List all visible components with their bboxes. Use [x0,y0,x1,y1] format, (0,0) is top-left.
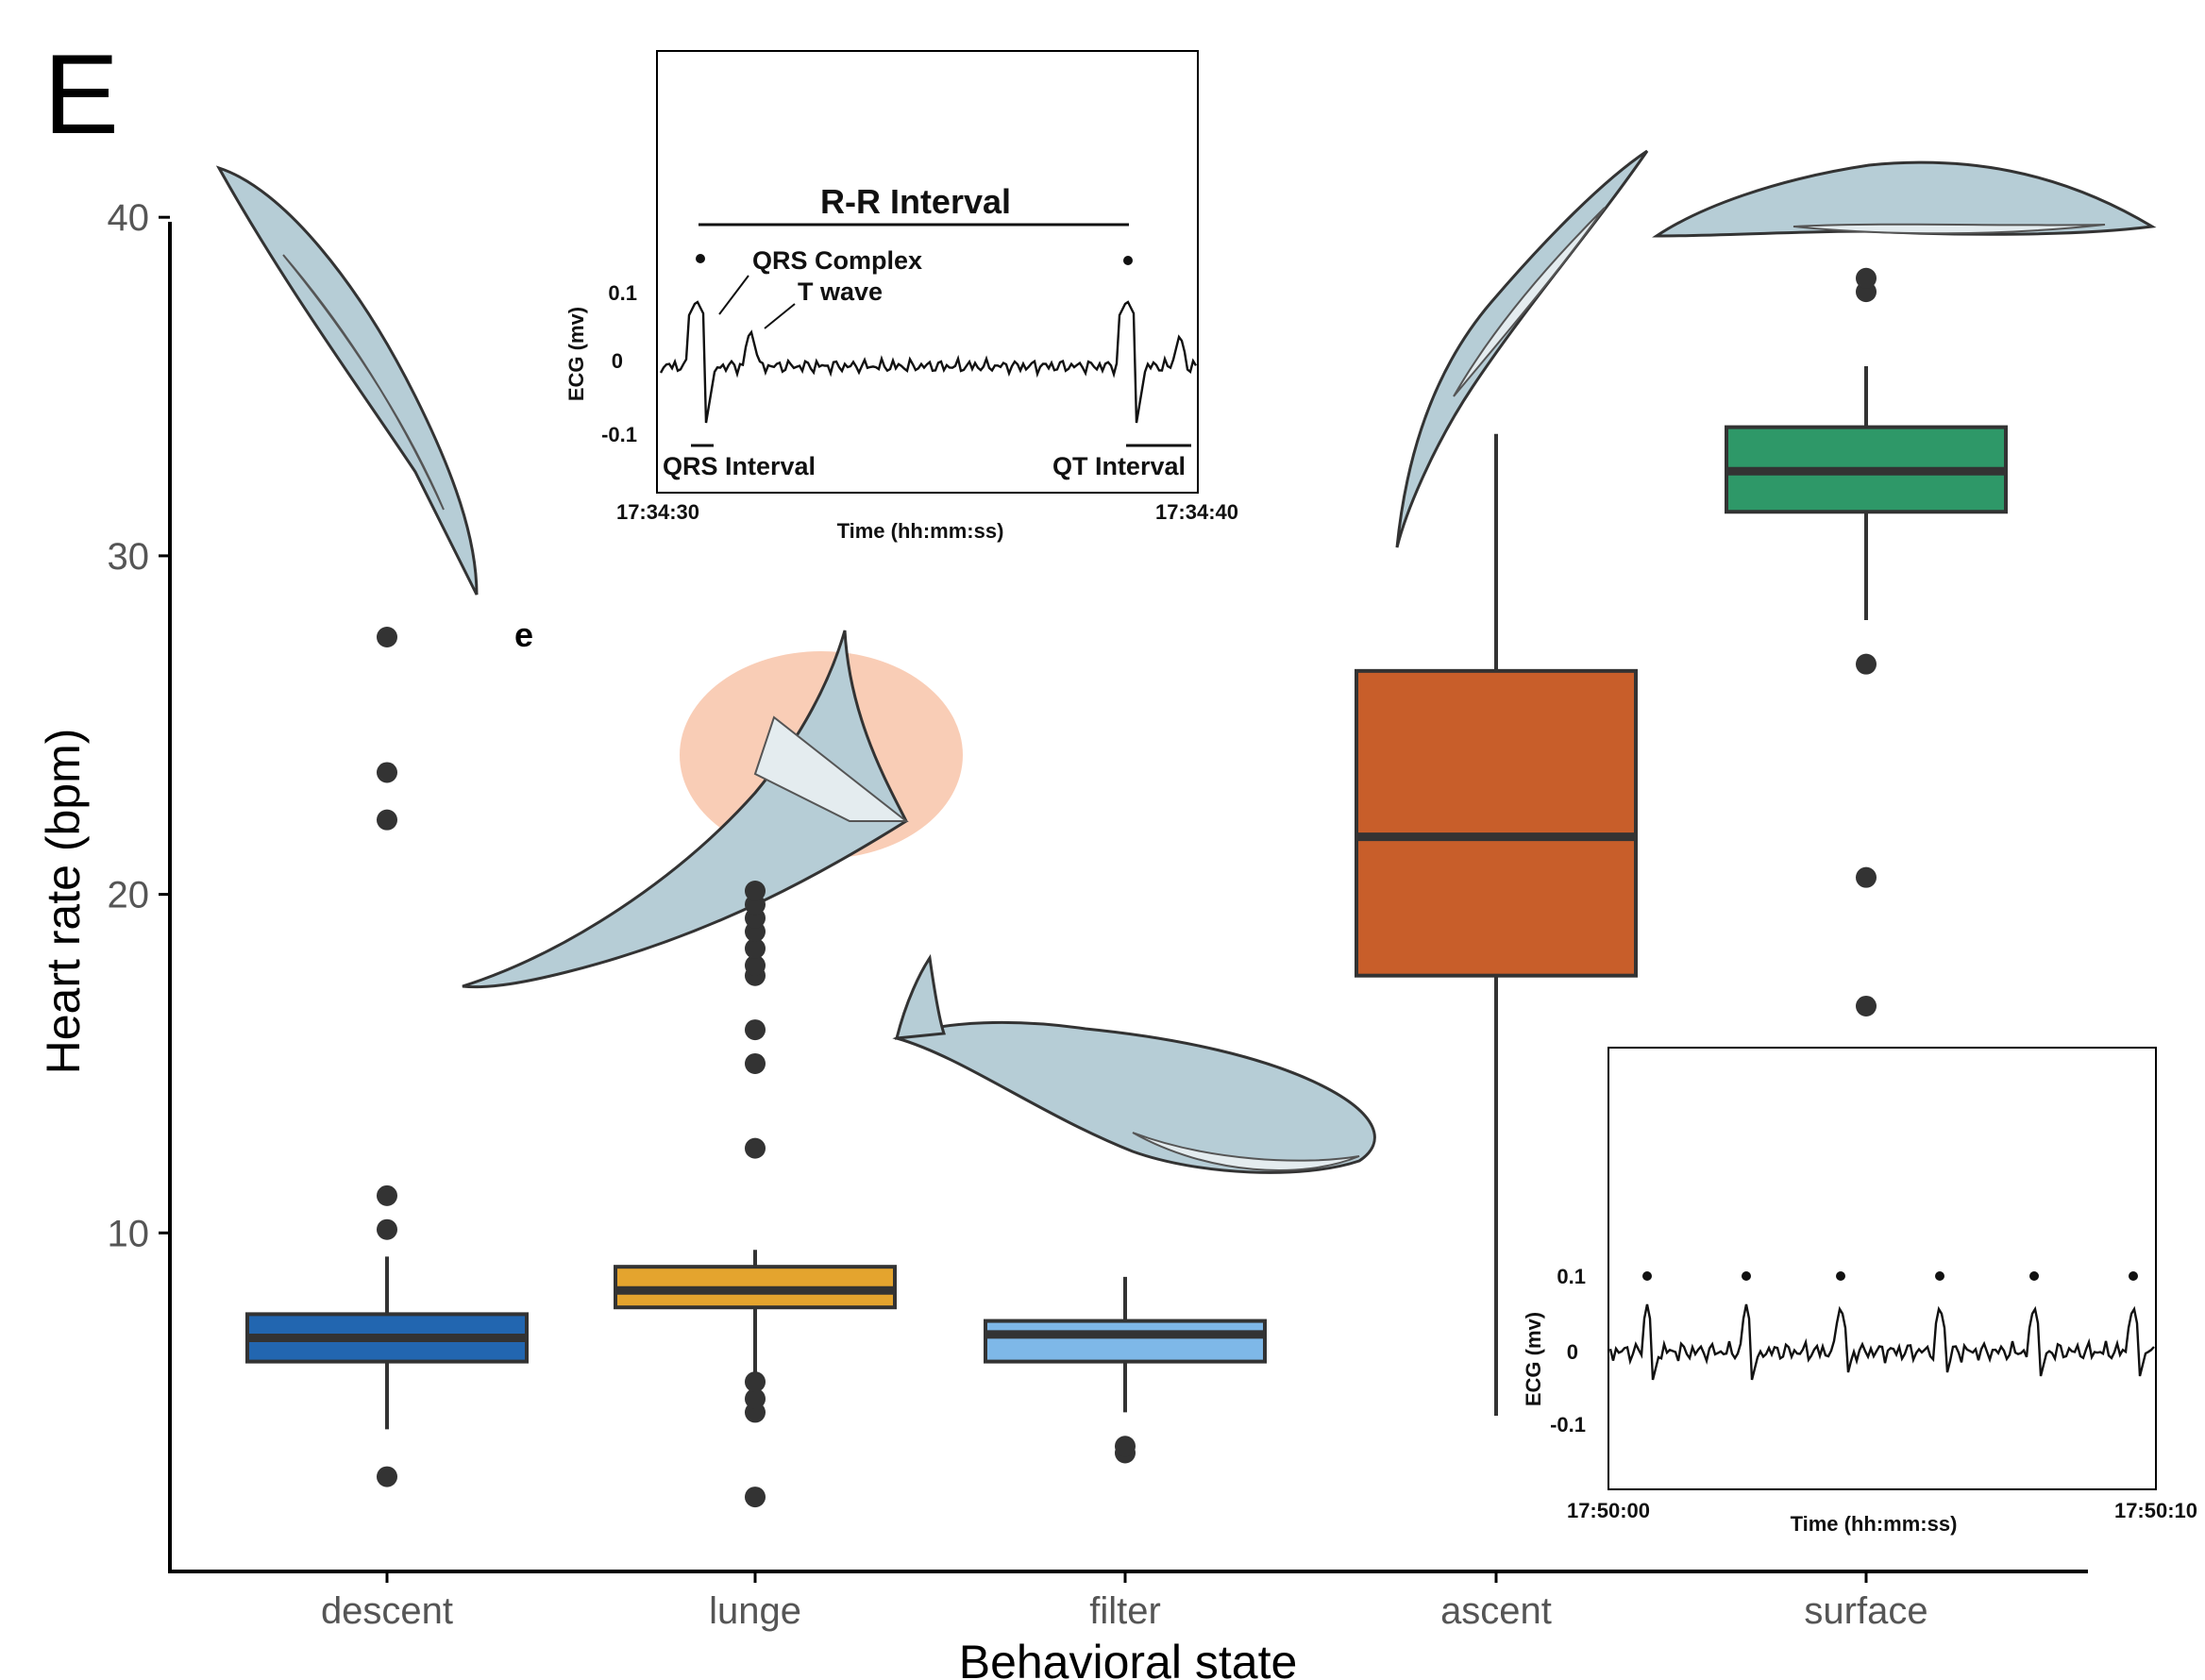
qrs-complex-label: QRS Complex [752,246,922,275]
outlier-point [745,937,766,959]
r-peak-marker [2129,1271,2138,1281]
panel-label: E [43,31,120,158]
outlier-point [745,1019,766,1041]
y-tick-label: 40 [108,197,150,239]
outlier-point [745,954,766,976]
ecg-bottom-ytick: 0 [1567,1340,1578,1364]
ecg-inset-top-frame [656,50,1199,494]
surface-whale-illustration [1652,160,2157,238]
outlier-point [745,1487,766,1508]
y-tick-label: 10 [108,1213,150,1254]
r-peak-marker [696,254,705,263]
ecg-bottom-ylabel: ECG (mv) [1522,1312,1545,1406]
box-ascent [1355,433,1638,1416]
y-tick-label: 30 [108,536,150,578]
ecg-trace-bottom [1608,1303,2155,1381]
outlier-point [1856,653,1877,675]
t-wave-arrow [764,303,796,329]
r-peak-marker [1935,1271,1944,1281]
descent-whale-illustration [215,165,479,596]
ecg-bottom-xlabel: Time (hh:mm:ss) [1791,1512,1958,1536]
box-lunge [614,881,897,1508]
ecg-bottom-ytick: 0.1 [1557,1265,1586,1288]
ecg-bottom-ytick: -0.1 [1550,1413,1586,1436]
outlier-point [745,1052,766,1074]
ecg-top-ytick: 0 [612,349,623,373]
ecg-top-ytick: 0.1 [608,281,637,305]
x-tick-label: descent [321,1590,453,1632]
qrs-arrow [718,275,749,315]
t-wave-label: T wave [798,277,883,306]
qrs-interval-label: QRS Interval [663,452,816,480]
ecg-bottom-x-end: 17:50:10 [2114,1499,2197,1522]
y-tick-label: 20 [108,875,150,916]
ecg-trace-top [659,300,1198,424]
ecg-inset-top: R-R Interval QRS Complex T wave QRS Inte… [564,50,1238,543]
x-tick-label: ascent [1440,1590,1552,1632]
outlier-point [745,1137,766,1159]
ecg-top-x-start: 17:34:30 [616,500,699,524]
ecg-inset-bottom: 0.1 0 -0.1 ECG (mv) 17:50:00 17:50:10 Ti… [1522,1047,2197,1536]
outlier-point [1856,866,1877,888]
box-descent [245,626,529,1487]
r-peak-markers [1642,1271,2138,1281]
qt-interval-label: QT Interval [1052,452,1186,480]
outlier-point [1856,995,1877,1016]
x-axis-title: Behavioral state [959,1636,1298,1680]
ascent-whale-illustration [1395,149,1649,548]
ecg-bottom-x-start: 17:50:00 [1567,1499,1650,1522]
filter-whale-illustration [892,953,1376,1174]
ecg-top-xlabel: Time (hh:mm:ss) [837,519,1004,543]
r-peak-marker [1642,1271,1652,1281]
box-body [984,1319,1267,1364]
x-tick-label: surface [1804,1590,1927,1632]
outlier-point [745,1388,766,1410]
ecg-inset-bottom-frame [1607,1047,2157,1490]
ecg-top-ytick: -0.1 [601,423,637,446]
box-surface [1725,267,2008,1016]
outlier-point [1856,267,1877,289]
sub-label: e [514,615,533,654]
outlier-point [745,1371,766,1393]
outlier-point [377,626,397,647]
whale-illustrations [215,149,2157,1174]
y-axis-title: Heart rate (bpm) [37,729,90,1075]
ecg-top-ylabel: ECG (mv) [564,307,588,401]
rr-interval-title: R-R Interval [820,182,1011,221]
outlier-point [377,1184,397,1206]
outlier-point [377,762,397,783]
x-tick-label: lunge [709,1590,801,1632]
ecg-top-x-end: 17:34:40 [1155,500,1238,524]
outlier-point [377,1466,397,1487]
r-peak-marker [1742,1271,1751,1281]
x-tick-label: filter [1089,1590,1161,1632]
y-axis-ticks: 10 20 30 40 [108,197,170,1254]
outlier-point [1115,1436,1136,1457]
r-peak-marker [2029,1271,2039,1281]
lunge-whale-illustration [462,630,963,989]
box-body [1355,668,1638,978]
r-peak-marker [1836,1271,1845,1281]
box-filter [984,1276,1267,1464]
x-axis-ticks: descent lunge filter ascent surface [321,1571,1928,1632]
r-peak-marker [1123,256,1133,265]
outlier-point [377,809,397,831]
boxes [245,267,2008,1508]
outlier-point [377,1218,397,1240]
outlier-point [745,881,766,902]
